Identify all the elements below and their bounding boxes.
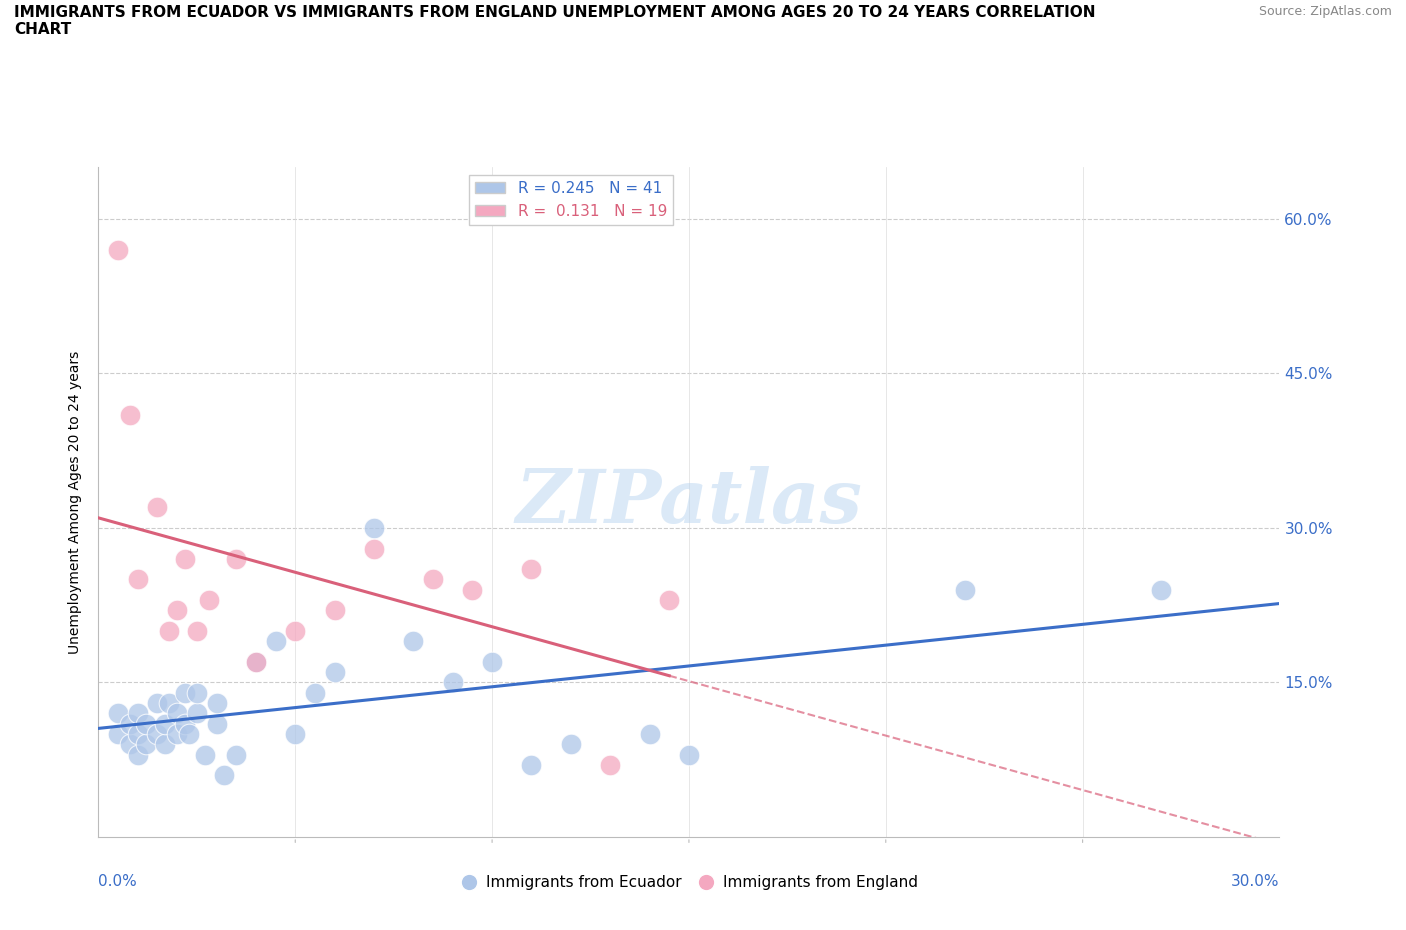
Point [1150, 582, 1173, 597]
Point [107, 726, 129, 741]
Point [186, 623, 208, 638]
Point [146, 696, 169, 711]
Point [323, 665, 346, 680]
Point [245, 655, 267, 670]
Point [135, 716, 157, 731]
Point [520, 562, 543, 577]
Point [205, 696, 228, 711]
Point [127, 747, 149, 762]
Point [363, 521, 385, 536]
Point [118, 716, 141, 731]
Point [422, 572, 444, 587]
Point [197, 592, 219, 607]
Legend: Immigrants from Ecuador, Immigrants from England: Immigrants from Ecuador, Immigrants from… [454, 870, 924, 897]
Point [174, 716, 197, 731]
Point [214, 768, 236, 783]
Point [166, 726, 188, 741]
Point [678, 747, 700, 762]
Point [166, 706, 188, 721]
Point [157, 623, 180, 638]
Point [157, 696, 180, 711]
Text: IMMIGRANTS FROM ECUADOR VS IMMIGRANTS FROM ENGLAND UNEMPLOYMENT AMONG AGES 20 TO: IMMIGRANTS FROM ECUADOR VS IMMIGRANTS FR… [14, 5, 1095, 37]
Point [461, 582, 484, 597]
Text: Source: ZipAtlas.com: Source: ZipAtlas.com [1258, 5, 1392, 18]
Point [205, 716, 228, 731]
Point [520, 757, 543, 772]
Y-axis label: Unemployment Among Ages 20 to 24 years: Unemployment Among Ages 20 to 24 years [69, 351, 83, 654]
Point [194, 747, 217, 762]
Point [146, 500, 169, 515]
Point [304, 685, 326, 700]
Point [363, 541, 385, 556]
Text: ZIPatlas: ZIPatlas [516, 466, 862, 538]
Point [560, 737, 582, 751]
Point [177, 726, 200, 741]
Point [166, 603, 188, 618]
Text: 30.0%: 30.0% [1232, 874, 1279, 889]
Point [953, 582, 976, 597]
Point [264, 634, 287, 649]
Text: 0.0%: 0.0% [98, 874, 138, 889]
Point [174, 551, 197, 566]
Point [127, 572, 149, 587]
Point [481, 655, 503, 670]
Point [107, 706, 129, 721]
Point [225, 747, 247, 762]
Point [323, 603, 346, 618]
Point [599, 757, 621, 772]
Point [658, 592, 681, 607]
Point [284, 726, 307, 741]
Point [174, 685, 197, 700]
Point [186, 685, 208, 700]
Point [245, 655, 267, 670]
Point [441, 675, 464, 690]
Point [107, 243, 129, 258]
Point [638, 726, 661, 741]
Point [118, 407, 141, 422]
Point [155, 737, 177, 751]
Point [127, 706, 149, 721]
Point [225, 551, 247, 566]
Point [146, 726, 169, 741]
Point [118, 737, 141, 751]
Point [186, 706, 208, 721]
Point [135, 737, 157, 751]
Point [127, 726, 149, 741]
Point [402, 634, 425, 649]
Point [284, 623, 307, 638]
Point [155, 716, 177, 731]
